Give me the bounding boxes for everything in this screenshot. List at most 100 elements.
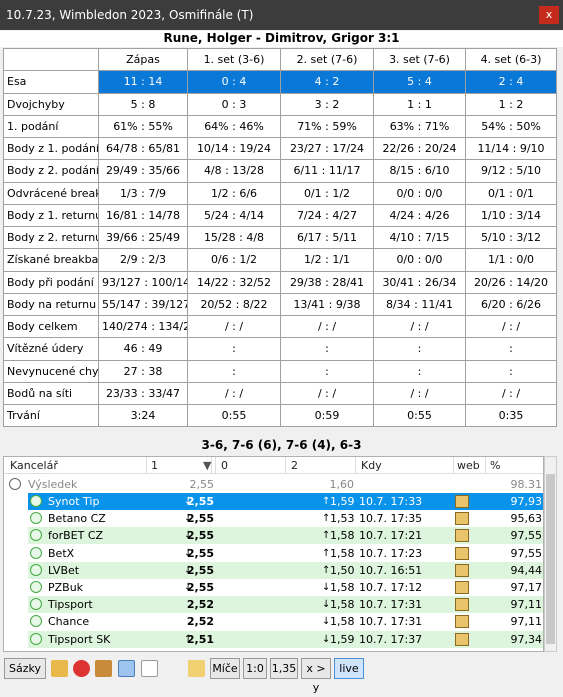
chart-icon[interactable] — [141, 660, 158, 677]
bookmaker-row[interactable]: PZBuk ↓ 2,55 ↓ 1,58 10.7. 17:12 97,17 — [4, 579, 543, 596]
result-percent: 98.31 — [510, 478, 543, 491]
stat-value: 5 : 4 — [373, 70, 466, 94]
compare-button[interactable]: x > y — [301, 658, 331, 694]
stat-value: 0 : 4 — [187, 70, 281, 94]
odds-trend-2: ↓ — [322, 633, 331, 645]
payout-percent: 95,63 — [510, 512, 543, 526]
payout-percent: 97,34 — [510, 632, 543, 646]
stat-row[interactable]: Body z 2. podání 29/49 : 35/66 4/8 : 13/28… — [3, 159, 557, 183]
stat-value: 20/26 : 14/20 — [465, 270, 557, 294]
stat-value: 23/33 : 33/47 — [98, 381, 188, 406]
ratio-button[interactable]: 1:0 — [243, 658, 267, 679]
bookmaker-row[interactable]: Chance 2,52 ↓ 1,58 10.7. 17:31 97,11 — [4, 613, 543, 631]
web-icon[interactable] — [455, 529, 469, 543]
web-icon[interactable] — [455, 546, 469, 560]
odds-1: 2,55 — [186, 563, 214, 577]
odds-1: 2,55 — [186, 581, 214, 594]
odds-1: 2,55 — [186, 512, 214, 526]
stats-table: Zápas 1. set (3-6) 2. set (7-6) 3. set (7-6… — [3, 47, 557, 428]
stat-value: 0 : 3 — [187, 92, 281, 116]
odds-2: 1,50 — [330, 563, 355, 577]
stat-row[interactable]: Nevynucené chyb 27 : 38:::: — [3, 359, 557, 383]
column-header: % — [487, 457, 543, 474]
note-icon[interactable] — [188, 660, 205, 677]
delete-icon[interactable] — [73, 660, 90, 677]
stat-value: 0/0 : 0/0 — [373, 248, 466, 272]
stat-row[interactable]: Body z 1. returnu 16/81 : 14/78 5/24 : 4/1… — [3, 203, 557, 228]
stat-row[interactable]: Vítězné údery 46 : 49:::: — [3, 337, 557, 361]
bookmaker-name: forBET CZ — [48, 529, 104, 543]
balls-button[interactable]: Míče — [210, 658, 240, 679]
odds-button[interactable]: 1,35 — [270, 658, 298, 679]
odds-trend-2: ↑ — [322, 547, 331, 559]
bookmaker-row[interactable]: Betano CZ ↓ 2,55 ↑ 1,53 10.7. 17:35 95,63 — [4, 510, 543, 528]
home-icon[interactable] — [118, 660, 135, 677]
stat-value: 23/27 : 17/24 — [280, 136, 374, 161]
stat-label: Body celkem — [3, 314, 99, 339]
odds-trend-1: ↓ — [184, 513, 193, 525]
stat-label: Body z 2. returnu — [3, 225, 99, 250]
close-button[interactable]: x — [539, 6, 559, 24]
stat-value: 22/26 : 20/24 — [373, 136, 466, 161]
odds-trend-1: ↓ — [184, 530, 193, 542]
odds-time: 10.7. 17:37 — [359, 632, 423, 646]
odds-1: 2,52 — [186, 615, 214, 629]
stat-value: : — [280, 359, 374, 383]
stat-row[interactable]: Bodů na síti 23/33 : 33/47/ : / / : / / : /… — [3, 381, 557, 406]
odds-list: Kancelář 1 0 2 Kdy web% ▼ Výsledek 2,55 1,60 98.31… — [3, 456, 544, 652]
stat-value: 64/78 : 65/81 — [98, 136, 188, 161]
odds-1: 2,55 — [186, 495, 214, 508]
web-icon[interactable] — [455, 598, 469, 612]
result-label: Výsledek — [28, 478, 78, 491]
web-icon[interactable] — [455, 563, 469, 577]
stat-value: 0:59 — [280, 403, 374, 428]
stat-row[interactable]: Body z 2. returnu 39/66 : 25/49 15/28 : 4/… — [3, 225, 557, 250]
stat-value: 16/81 : 14/78 — [98, 203, 188, 228]
odds-trend-1: ↓ — [184, 496, 193, 507]
row-bg — [28, 493, 543, 510]
stat-row[interactable]: Body na returnu 55/147 : 39/127 20/52 : 8/… — [3, 292, 557, 317]
stat-value: 2/9 : 2/3 — [98, 248, 188, 272]
bookmaker-icon — [30, 581, 42, 593]
stat-row[interactable]: Odvrácené breakb 1/3 : 7/9 1/2 : 6/6 0/1 : … — [3, 181, 557, 205]
stat-value: 7/24 : 4/27 — [280, 203, 374, 228]
payout-percent: 97,93 — [510, 495, 543, 508]
bookmaker-row[interactable]: Tipsport 2,52 ↓ 1,58 10.7. 17:31 97,11 — [4, 596, 543, 614]
bookmaker-row[interactable]: Synot Tip ↓ 2,55 ↑ 1,59 10.7. 17:33 97,93 — [4, 493, 543, 510]
bets-button[interactable]: Sázky — [4, 658, 46, 679]
stat-value: 93/127 : 100/147 — [98, 270, 188, 294]
live-button[interactable]: live — [334, 658, 364, 679]
odds-1: 2,51 — [186, 632, 214, 646]
stat-row[interactable]: 1. podání 61% : 55% 64% : 46% 71% : 59% 63% … — [3, 114, 557, 139]
bookmaker-row[interactable]: LVBet ↓ 2,55 ↑ 1,50 10.7. 16:51 94,44 — [4, 561, 543, 579]
odds-time: 10.7. 17:35 — [359, 512, 423, 526]
stat-value: 8/34 : 11/41 — [373, 292, 466, 317]
bookmaker-row[interactable]: forBET CZ ↓ 2,55 ↑ 1,58 10.7. 17:21 97,55 — [4, 527, 543, 545]
stat-row[interactable]: Získané breakball 2/9 : 2/3 0/6 : 1/2 1/2 :… — [3, 248, 557, 272]
web-icon[interactable] — [455, 495, 469, 508]
bookmaker-row[interactable]: Tipsport SK ↑ 2,51 ↓ 1,59 10.7. 17:37 97,34 — [4, 630, 543, 648]
web-icon[interactable] — [455, 632, 469, 646]
bookmaker-row[interactable]: BetX ↓ 2,55 ↑ 1,58 10.7. 17:23 97,55 — [4, 544, 543, 562]
edit-icon[interactable] — [95, 660, 112, 677]
stat-label: Odvrácené breakb — [3, 181, 99, 205]
stat-row[interactable]: Body z 1. podání 64/78 : 65/81 10/14 : 19/… — [3, 136, 557, 161]
stat-row[interactable]: Trvání 3:24 0:55 0:59 0:55 0:35 — [3, 403, 557, 428]
web-icon[interactable] — [455, 581, 469, 594]
odds-time: 10.7. 17:33 — [359, 495, 423, 508]
stat-label: Body z 1. podání — [3, 136, 99, 161]
web-icon[interactable] — [455, 512, 469, 526]
stat-value: 3 : 2 — [280, 92, 374, 116]
stat-label: Bodů na síti — [3, 381, 99, 406]
copy-icon[interactable] — [51, 660, 68, 677]
bookmaker-icon — [30, 598, 42, 611]
stat-value: 1 : 2 — [465, 92, 557, 116]
web-icon[interactable] — [455, 615, 469, 629]
odds-trend-2: ↑ — [322, 496, 331, 507]
scroll-thumb[interactable] — [546, 474, 555, 644]
stat-label: 1. podání — [3, 114, 99, 139]
